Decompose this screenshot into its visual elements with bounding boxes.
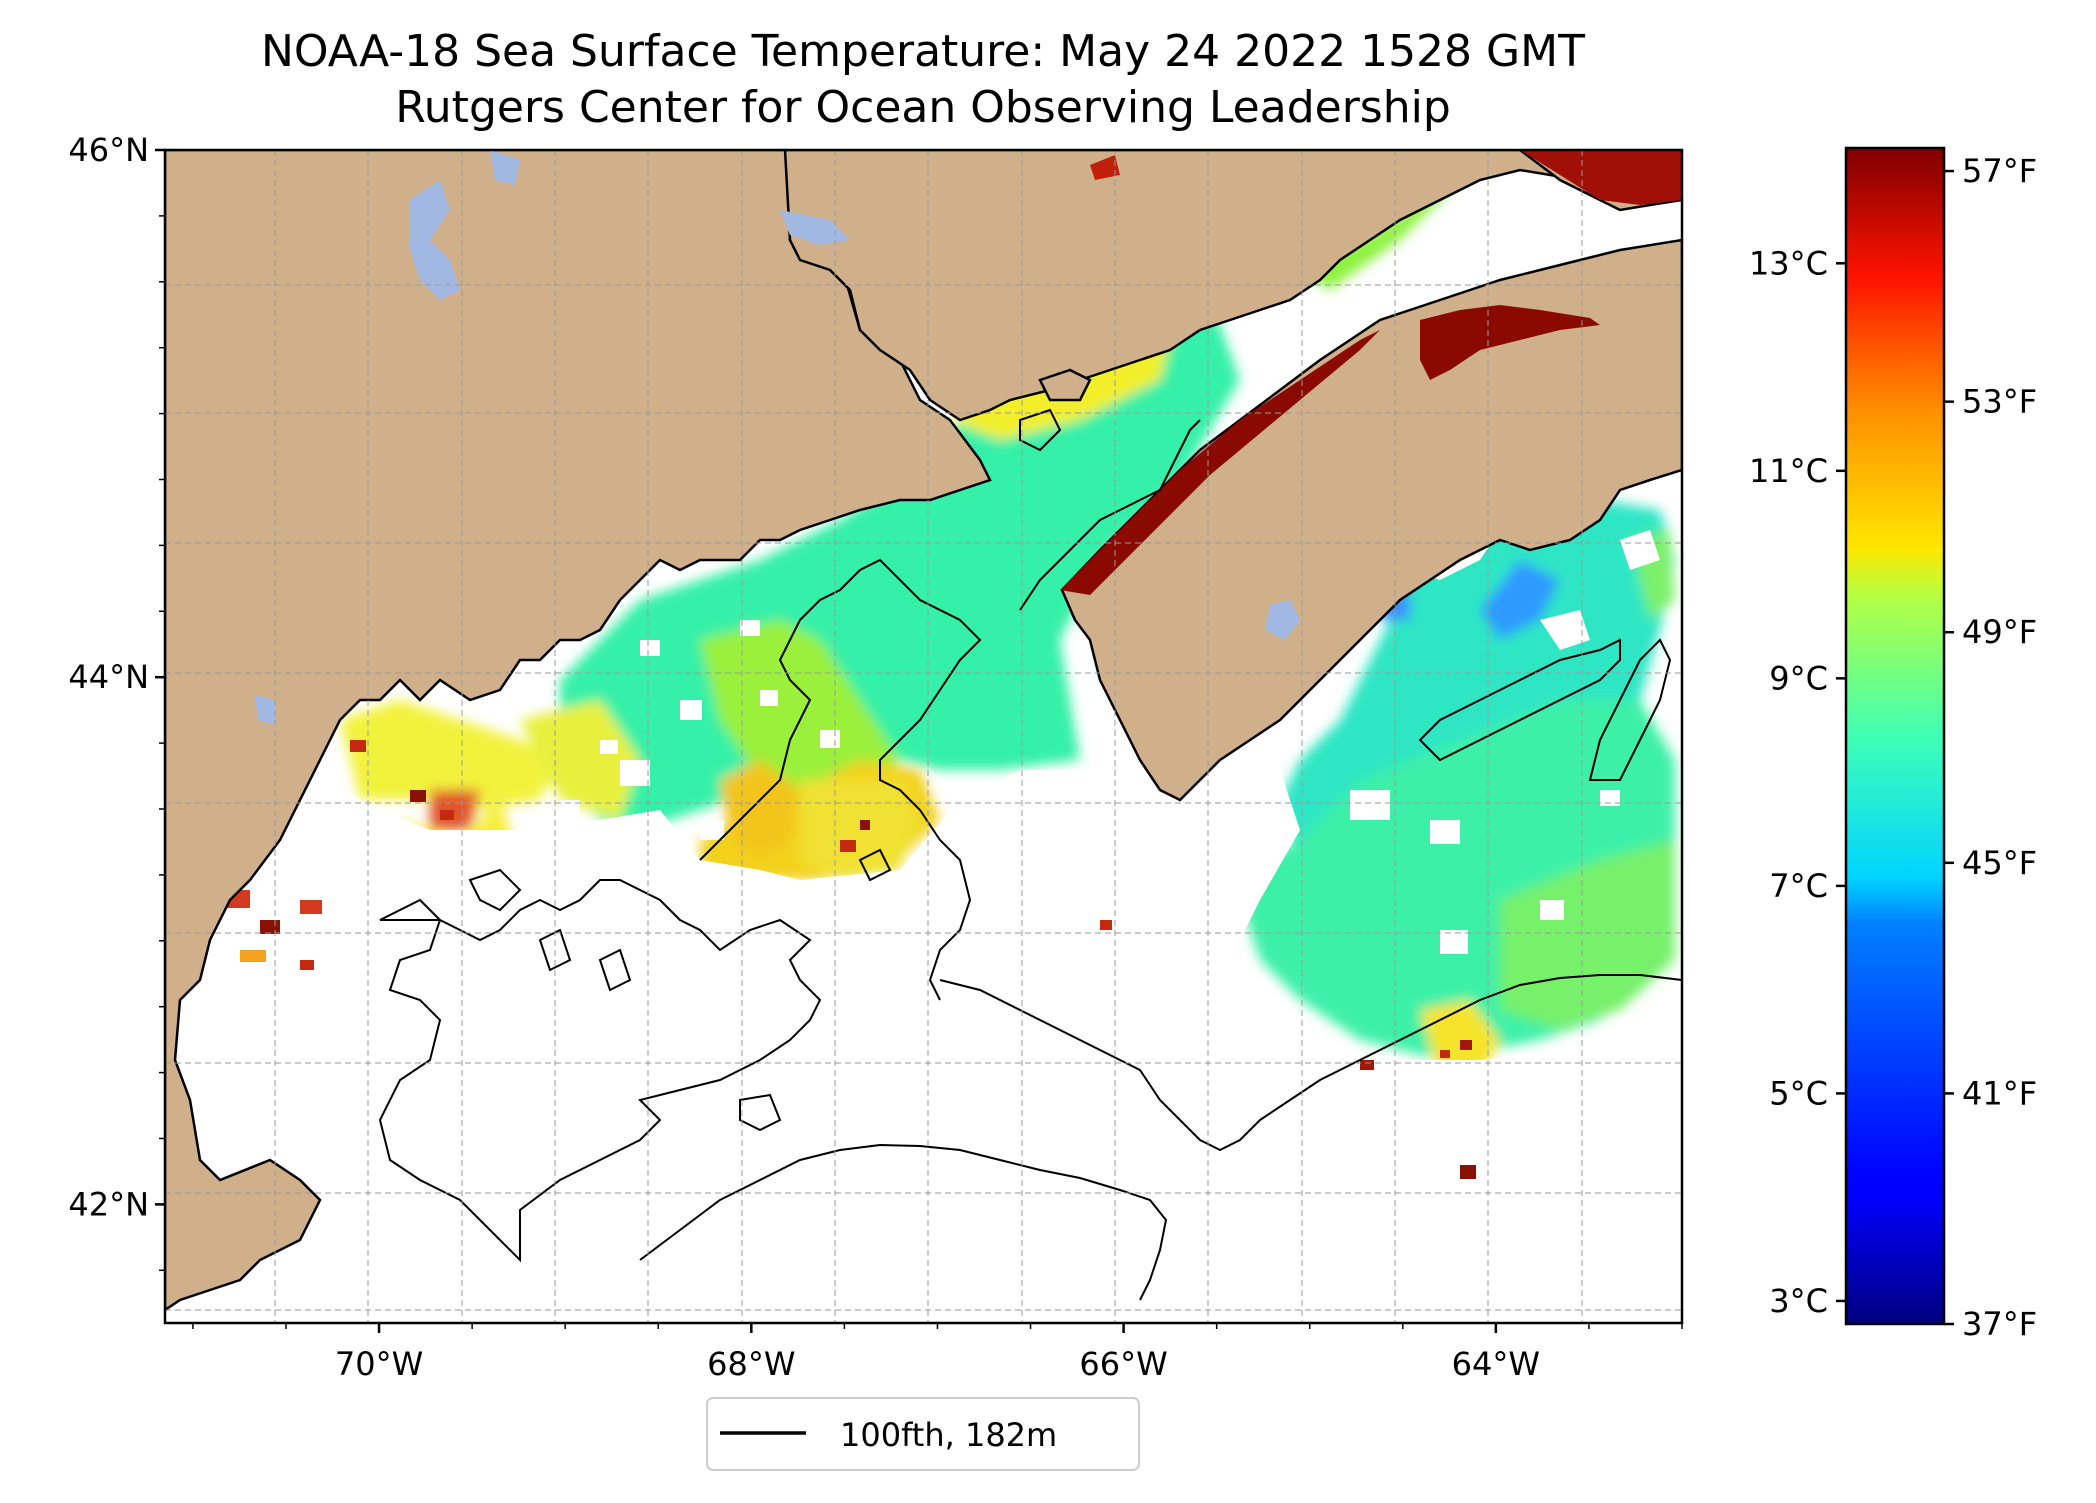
colorbar-fahrenheit-label: 45°F — [1962, 844, 2037, 882]
colorbar-fahrenheit-label: 53°F — [1962, 383, 2037, 421]
x-axis-ticks: 70°W 68°W 66°W 64°W — [192, 1323, 1683, 1383]
colorbar-celsius-label: 9°C — [1769, 659, 1828, 697]
colorbar-fahrenheit-label: 49°F — [1962, 613, 2037, 651]
colorbar-celsius-label: 7°C — [1769, 867, 1828, 905]
colorbar: 3°C 5°C 7°C 9°C 11°C 13°C 37°F 41°F 45°F 49°F 53°… — [1749, 146, 2037, 1343]
map-frame — [163, 148, 1684, 1325]
colorbar-fahrenheit-ticks: 37°F 41°F 45°F 49°F 53°F 57°F — [1944, 152, 2037, 1343]
y-axis-ticks: 46°N 44°N 42°N — [68, 131, 165, 1272]
legend: 100fth, 182m — [706, 1397, 1140, 1471]
legend-box — [706, 1397, 1140, 1471]
y-tick-label: 42°N — [68, 1185, 149, 1223]
legend-label: 100fth, 182m — [840, 1416, 1057, 1454]
colorbar-celsius-label: 5°C — [1769, 1074, 1828, 1112]
map-title-line2: Rutgers Center for Ocean Observing Leade… — [395, 82, 1451, 133]
x-tick-label: 64°W — [1452, 1345, 1540, 1383]
colorbar-fahrenheit-label: 41°F — [1962, 1074, 2037, 1112]
colorbar-gradient — [1844, 146, 1946, 1326]
map-area — [165, 150, 1682, 1323]
warm-fundy — [1060, 150, 1682, 595]
lakes — [255, 150, 1300, 725]
colorbar-celsius-ticks: 3°C 5°C 7°C 9°C 11°C 13°C — [1749, 244, 1846, 1320]
colorbar-celsius-label: 11°C — [1749, 452, 1828, 490]
sst-field — [230, 180, 1675, 1080]
colorbar-celsius-label: 13°C — [1749, 244, 1828, 282]
x-tick-label: 70°W — [335, 1345, 423, 1383]
y-tick-label: 46°N — [68, 131, 149, 169]
map-title-line1: NOAA-18 Sea Surface Temperature: May 24 … — [261, 26, 1585, 77]
land — [165, 150, 1682, 1312]
x-tick-label: 66°W — [1079, 1345, 1167, 1383]
colorbar-celsius-label: 3°C — [1769, 1282, 1828, 1320]
isobath-100fth-islands — [468, 408, 1062, 1132]
colorbar-fahrenheit-label: 57°F — [1962, 152, 2037, 190]
gridlines — [165, 150, 1682, 1323]
x-tick-label: 68°W — [707, 1345, 795, 1383]
y-tick-label: 44°N — [68, 658, 149, 696]
colorbar-fahrenheit-label: 37°F — [1962, 1305, 2037, 1343]
